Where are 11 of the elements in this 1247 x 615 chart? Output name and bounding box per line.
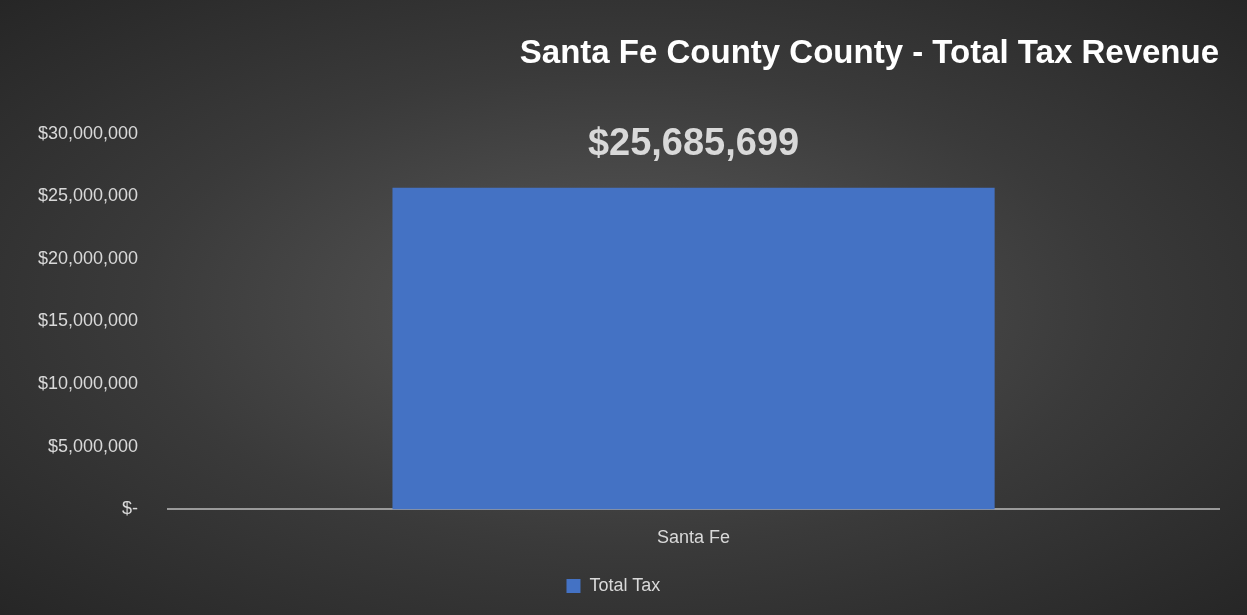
y-tick-label: $20,000,000 xyxy=(37,247,139,268)
legend-label: Total Tax xyxy=(589,574,661,595)
y-tick-label: $5,000,000 xyxy=(48,435,139,456)
chart-title: Santa Fe County County - Total Tax Revenue xyxy=(519,32,1219,70)
y-tick-label: $10,000,000 xyxy=(37,373,139,394)
y-tick-label: $- xyxy=(122,498,139,519)
y-tick-label: $25,000,000 xyxy=(37,185,139,206)
y-tick-label: $30,000,000 xyxy=(37,122,139,143)
y-tick-label: $15,000,000 xyxy=(37,310,139,331)
x-tick-label: Santa Fe xyxy=(657,527,731,548)
data-label: $25,685,699 xyxy=(587,121,800,164)
